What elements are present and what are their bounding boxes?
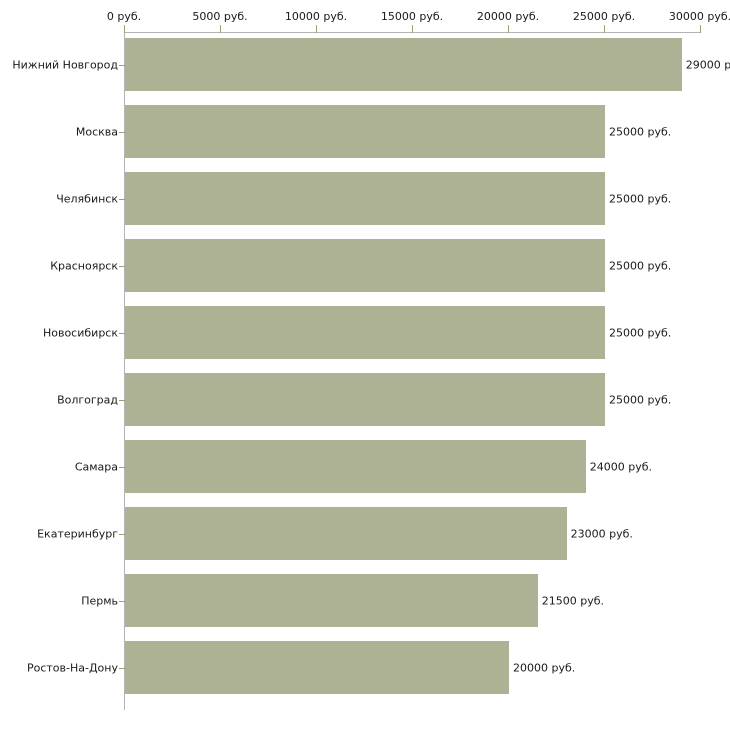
y-axis-tick [119, 667, 125, 669]
x-axis-tick-label: 10000 руб. [284, 10, 348, 23]
category-label: Нижний Новгород [12, 58, 118, 71]
bar[interactable] [125, 574, 538, 627]
x-axis-tick [412, 25, 413, 33]
x-axis-tick-label: 30000 руб. [668, 10, 730, 23]
category-label: Москва [75, 125, 118, 138]
y-axis-tick [119, 64, 125, 66]
x-axis-tick-label: 0 руб. [106, 10, 142, 23]
x-axis-tick [124, 25, 125, 33]
bar-value-label: 29000 р [685, 58, 730, 71]
x-axis-tick-label: 15000 руб. [380, 10, 444, 23]
x-axis-line [124, 32, 700, 33]
bar[interactable] [125, 440, 586, 493]
x-axis-tick [316, 25, 317, 33]
category-label: Ростов-На-Дону [26, 661, 118, 674]
bar-value-label: 24000 руб. [589, 460, 653, 473]
y-axis-tick [119, 399, 125, 401]
y-axis-tick [119, 332, 125, 334]
category-label: Красноярск [50, 259, 118, 272]
bar[interactable] [125, 105, 605, 158]
y-axis-tick [119, 198, 125, 200]
category-label: Челябинск [56, 192, 118, 205]
y-axis-tick [119, 533, 125, 535]
bar[interactable] [125, 507, 567, 560]
category-label: Новосибирск [42, 326, 118, 339]
y-axis-tick [119, 466, 125, 468]
y-axis-line [124, 32, 125, 710]
x-axis-tick [604, 25, 605, 33]
category-label: Пермь [81, 594, 118, 607]
x-axis-tick [700, 25, 701, 33]
x-axis-tick [508, 25, 509, 33]
x-axis-tick [220, 25, 221, 33]
y-axis-tick [119, 600, 125, 602]
y-axis-tick [119, 131, 125, 133]
y-axis-tick [119, 265, 125, 267]
bar-value-label: 20000 руб. [513, 661, 576, 674]
bar[interactable] [125, 373, 605, 426]
bar-value-label: 25000 руб. [609, 125, 672, 138]
bar[interactable] [125, 306, 605, 359]
bar[interactable] [125, 239, 605, 292]
bar[interactable] [125, 641, 509, 694]
bar-value-label: 25000 руб. [609, 192, 672, 205]
bar-value-label: 25000 руб. [609, 393, 672, 406]
bar-value-label: 21500 руб. [541, 594, 605, 607]
category-label: Екатеринбург [37, 527, 118, 540]
bar[interactable] [125, 172, 605, 225]
x-axis-tick-label: 5000 руб. [192, 10, 248, 23]
bar-value-label: 23000 руб. [570, 527, 633, 540]
bar-value-label: 25000 руб. [609, 326, 672, 339]
bar[interactable] [125, 38, 682, 91]
category-label: Волгоград [57, 393, 118, 406]
bar-value-label: 25000 руб. [609, 259, 672, 272]
x-axis-tick-label: 25000 руб. [572, 10, 636, 23]
x-axis-tick-label: 20000 руб. [476, 10, 540, 23]
category-label: Самара [74, 460, 118, 473]
